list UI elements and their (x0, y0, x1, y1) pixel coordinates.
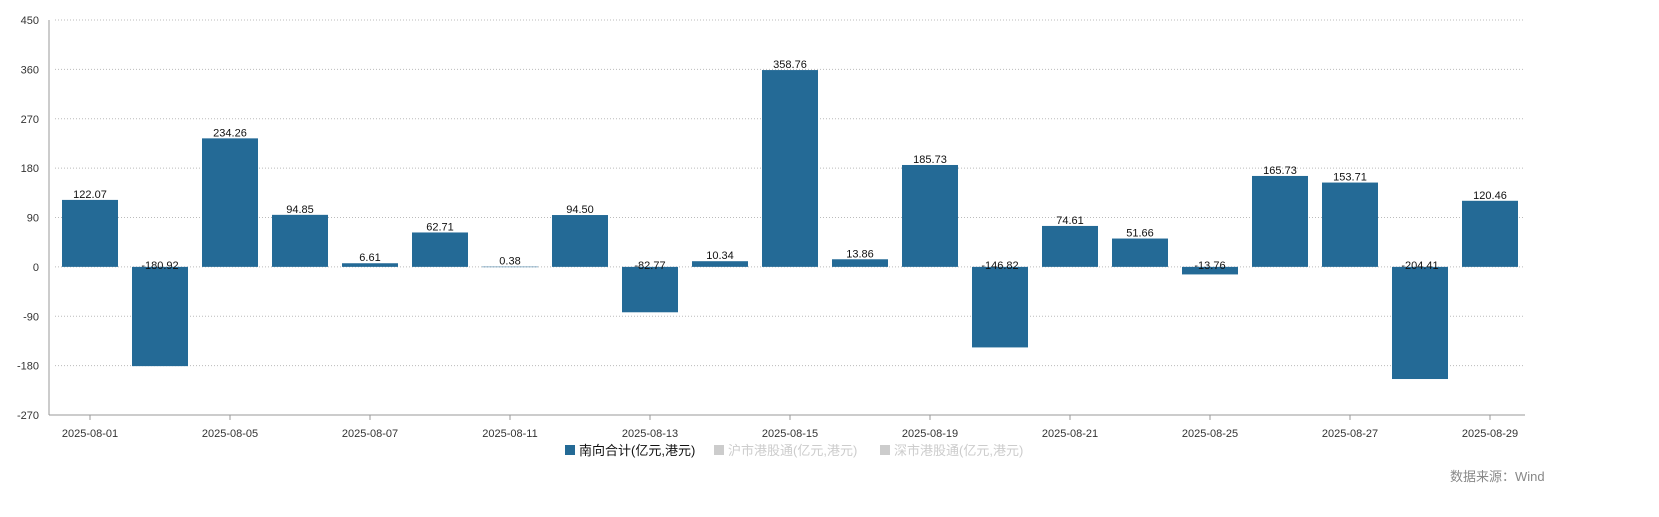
legend-swatch (714, 445, 724, 455)
data-label: -204.41 (1401, 260, 1438, 272)
bar (202, 138, 258, 267)
bar (342, 263, 398, 267)
data-label: 153.71 (1333, 172, 1367, 184)
data-label: 234.26 (213, 127, 247, 139)
legend-swatch (880, 445, 890, 455)
y-tick-label: -180 (17, 361, 39, 373)
data-label: 13.86 (846, 248, 874, 260)
x-tick-label: 2025-08-27 (1322, 428, 1378, 440)
data-label: 120.46 (1473, 190, 1507, 202)
x-tick-label: 2025-08-25 (1182, 428, 1238, 440)
y-tick-label: 90 (27, 213, 39, 225)
legend-item: 南向合计(亿元,港元) (579, 443, 695, 458)
data-label: 51.66 (1126, 228, 1154, 240)
x-tick-label: 2025-08-13 (622, 428, 678, 440)
x-tick-label: 2025-08-05 (202, 428, 258, 440)
data-label: 6.61 (359, 252, 380, 264)
data-label: 94.50 (566, 204, 594, 216)
data-label: 358.76 (773, 59, 807, 71)
x-tick-label: 2025-08-21 (1042, 428, 1098, 440)
y-tick-label: 360 (21, 64, 39, 76)
legend-swatch (565, 445, 575, 455)
y-tick-label: -90 (23, 311, 39, 323)
legend-item: 深市港股通(亿元,港元) (894, 443, 1023, 458)
bar (622, 266, 678, 313)
bar (762, 70, 818, 267)
bar (902, 164, 958, 267)
bar (832, 259, 888, 267)
x-tick-label: 2025-08-01 (62, 428, 118, 440)
source-note: 数据来源：Wind (1450, 469, 1545, 484)
y-tick-label: -270 (17, 410, 39, 422)
y-tick-label: 180 (21, 163, 39, 175)
bar (1182, 266, 1238, 275)
bar (1392, 266, 1448, 380)
data-label: -82.77 (634, 260, 665, 272)
data-label: 165.73 (1263, 165, 1297, 177)
bar (1322, 182, 1378, 267)
x-tick-label: 2025-08-15 (762, 428, 818, 440)
x-tick-label: 2025-08-11 (482, 428, 537, 440)
y-tick-label: 450 (21, 15, 39, 27)
data-label: 62.71 (426, 221, 454, 233)
x-tick-label: 2025-08-19 (902, 428, 958, 440)
bar (1252, 175, 1308, 267)
bar (972, 266, 1028, 348)
bar (552, 215, 608, 267)
x-tick-label: 2025-08-07 (342, 428, 398, 440)
data-label: -13.76 (1194, 260, 1225, 272)
data-label: 0.38 (499, 256, 520, 268)
y-tick-label: 0 (33, 262, 39, 274)
data-label: 10.34 (706, 250, 734, 262)
bar (1462, 200, 1518, 267)
y-tick-label: 270 (21, 114, 39, 126)
bar (272, 214, 328, 267)
x-tick-label: 2025-08-29 (1462, 428, 1518, 440)
data-label: 185.73 (913, 154, 947, 166)
legend-item: 沪市港股通(亿元,港元) (728, 443, 857, 458)
bar (692, 261, 748, 267)
data-label: 94.85 (286, 204, 314, 216)
data-label: 74.61 (1056, 215, 1084, 227)
data-label: -180.92 (141, 260, 178, 272)
bar (412, 232, 468, 267)
bar (482, 266, 538, 268)
data-label: 122.07 (73, 189, 107, 201)
bar (132, 266, 188, 367)
data-label: -146.82 (981, 260, 1018, 272)
bar (62, 199, 118, 267)
bar (1042, 225, 1098, 267)
bar (1112, 238, 1168, 267)
